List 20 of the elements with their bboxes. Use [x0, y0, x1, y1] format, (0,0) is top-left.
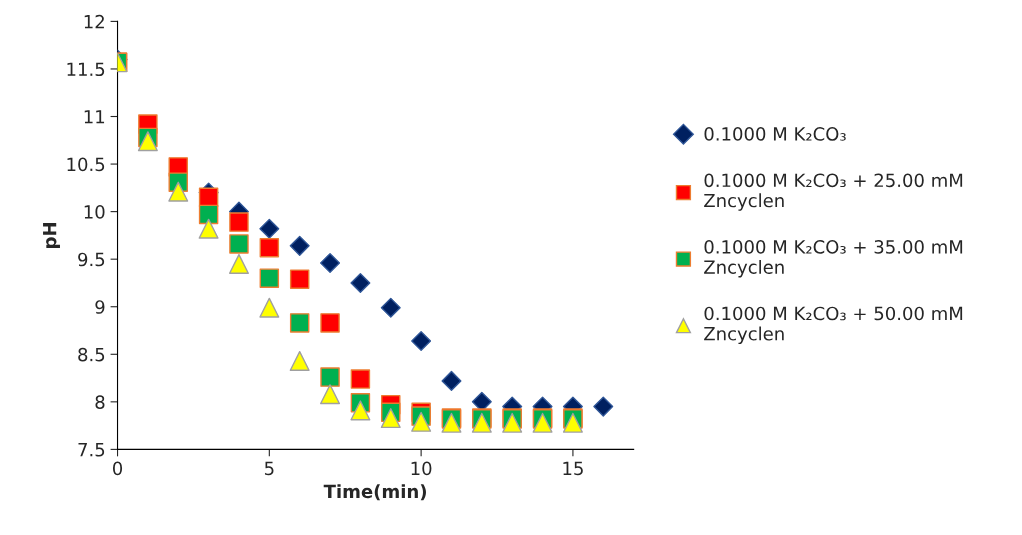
- y-tick-label: 7.5: [78, 443, 105, 457]
- legend-label: 0.1000 M K₂CO₃ + 25.00 mM Zncyclen: [704, 173, 963, 211]
- y-tick-label: 11.5: [67, 62, 105, 77]
- legend-label: 0.1000 M K₂CO₃: [704, 127, 846, 141]
- legend-label: 0.1000 M K₂CO₃ + 35.00 mM Zncyclen: [704, 240, 963, 278]
- y-tick-label: 8: [95, 395, 105, 409]
- y-tick-label: 11: [84, 110, 105, 124]
- legend-label: 0.1000 M K₂CO₃ + 50.00 mM Zncyclen: [704, 306, 963, 345]
- x-tick-label: 10: [411, 461, 432, 476]
- y-tick-label: 9.5: [78, 252, 105, 267]
- y-tick-label: 10: [84, 205, 105, 219]
- x-tick-label: 15: [563, 461, 583, 476]
- x-tick-label: 0: [112, 461, 123, 476]
- y-axis-title: pH: [43, 223, 60, 248]
- y-tick-label: 10.5: [67, 157, 105, 172]
- x-tick-label: 5: [264, 461, 274, 476]
- y-tick-label: 8.5: [78, 347, 105, 362]
- y-tick-label: 12: [84, 14, 104, 29]
- y-tick-label: 9: [95, 300, 105, 314]
- x-axis-title: Time(min): [323, 484, 426, 501]
